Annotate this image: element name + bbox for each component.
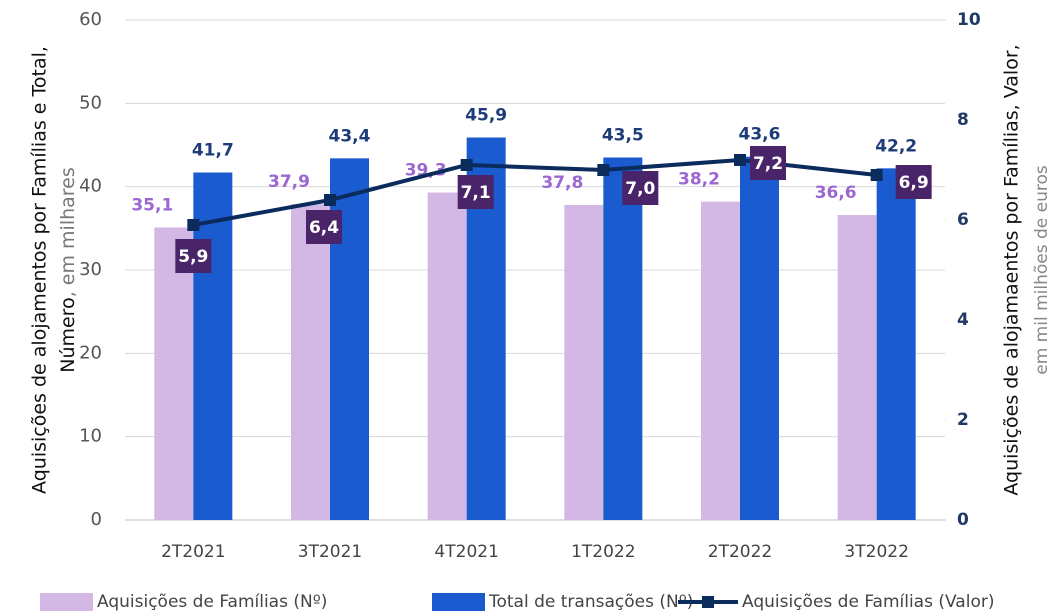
bar — [740, 156, 779, 520]
line-value-label: 7,2 — [753, 154, 783, 174]
bar-value-label: 43,6 — [739, 125, 781, 145]
y-tick-label: 40 — [79, 176, 102, 197]
y2-tick-label: 8 — [957, 110, 969, 130]
y-axis-label-note: , em milhares — [57, 167, 79, 297]
line-value-label: 7,1 — [461, 183, 491, 203]
bar — [154, 227, 194, 520]
bar-value-label: 37,8 — [541, 173, 583, 193]
x-tick-label: 3T2021 — [298, 542, 362, 562]
bar-value-label: 42,2 — [875, 136, 917, 156]
bar — [291, 204, 330, 520]
bar-value-label: 36,6 — [815, 183, 857, 203]
y2-tick-label: 4 — [957, 310, 969, 330]
bar-value-label: 37,9 — [268, 172, 310, 192]
bar-value-label: 41,7 — [192, 141, 234, 161]
y2-tick-label: 0 — [957, 510, 969, 530]
y2-axis-label-note: em mil milhões de euros — [1032, 165, 1052, 375]
line-marker — [460, 159, 473, 171]
line-value-label: 6,9 — [899, 173, 929, 193]
bar-value-label: 43,5 — [602, 126, 644, 146]
x-tick-label: 2T2022 — [708, 542, 772, 562]
legend-label: Aquisições de Famílias (Valor) — [742, 592, 994, 612]
x-tick-label: 4T2021 — [434, 542, 498, 562]
legend-swatch — [432, 593, 485, 611]
y-tick-label: 30 — [79, 259, 102, 280]
x-tick-label: 2T2021 — [161, 542, 225, 562]
y-axis-label: Número, em milhares — [57, 167, 79, 373]
y-tick-label: 60 — [79, 9, 102, 30]
legend-swatch — [702, 596, 714, 608]
line-marker — [734, 154, 746, 166]
data-label-box — [457, 175, 494, 209]
y-axis-label: Aquisições de alojamentos por Famílias e… — [29, 46, 51, 494]
line-marker — [324, 194, 336, 206]
legend-label: Total de transações (Nº) — [488, 592, 693, 612]
bar-value-label: 35,1 — [131, 196, 173, 216]
y-tick-label: 10 — [79, 426, 102, 447]
y-tick-label: 50 — [79, 92, 102, 113]
data-label-box — [622, 171, 659, 205]
legend-swatch — [40, 593, 93, 611]
data-label-box — [306, 210, 342, 244]
data-label-box — [895, 165, 932, 199]
bar — [876, 168, 916, 521]
y2-axis-label: Aquisições de alojamaentos por Famílias,… — [1001, 44, 1023, 495]
line-marker — [187, 219, 200, 231]
line-value-label: 7,0 — [625, 179, 655, 199]
line-marker — [870, 169, 883, 181]
bar — [837, 215, 877, 520]
y2-tick-label: 6 — [957, 210, 969, 230]
bar — [701, 201, 740, 520]
line-marker — [597, 164, 610, 176]
data-label-box — [175, 239, 212, 273]
y2-tick-label: 10 — [957, 10, 981, 30]
line-value-label: 5,9 — [178, 247, 208, 267]
bar — [603, 157, 643, 520]
bar-value-label: 43,4 — [329, 126, 371, 146]
y-tick-label: 20 — [79, 342, 102, 363]
bar-value-label: 45,9 — [465, 106, 507, 126]
y-tick-label: 0 — [91, 509, 102, 530]
bar-value-label: 39,3 — [405, 161, 447, 181]
bar-value-label: 38,2 — [678, 170, 720, 190]
bar — [193, 172, 233, 520]
x-tick-label: 1T2022 — [571, 542, 635, 562]
bar — [427, 192, 467, 520]
y2-tick-label: 2 — [957, 410, 969, 430]
y-axis-label-main: Número — [57, 297, 79, 372]
x-tick-label: 3T2022 — [844, 542, 908, 562]
data-label-box — [750, 146, 786, 180]
bar — [564, 205, 604, 520]
legend-label: Aquisições de Famílias (Nº) — [97, 592, 327, 612]
line-value-label: 6,4 — [309, 218, 339, 238]
